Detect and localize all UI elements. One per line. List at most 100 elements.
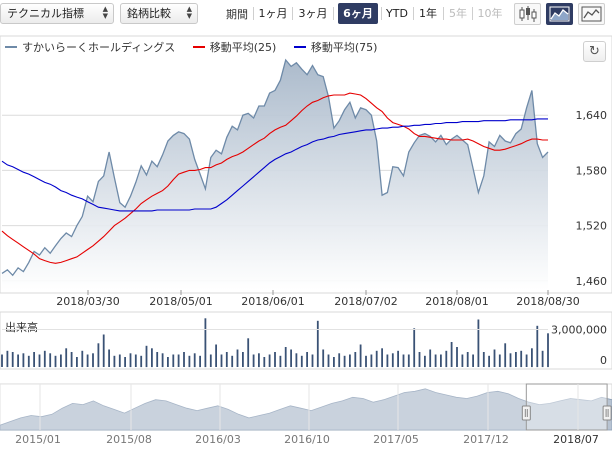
select-arrows-icon: ▲ ▼ xyxy=(186,5,192,20)
ma25-series-line xyxy=(1,92,548,264)
volume-bar xyxy=(17,354,19,367)
volume-bar xyxy=(156,352,159,367)
volume-bar xyxy=(247,338,250,367)
volume-bar xyxy=(413,328,416,368)
volume-bar xyxy=(370,354,373,367)
navigator-tick-label: 2015/01 xyxy=(15,433,61,446)
volume-bar xyxy=(525,354,528,367)
volume-bar xyxy=(316,320,319,368)
navigator-right-handle[interactable] xyxy=(602,405,612,421)
compare-select[interactable]: 銘柄比較 ▲ ▼ xyxy=(120,3,198,24)
volume-label: 出来高 xyxy=(5,321,38,334)
line-chart-icon xyxy=(581,6,602,22)
area-chart-icon xyxy=(549,6,570,22)
compare-select-label: 銘柄比較 xyxy=(127,7,171,20)
volume-bar xyxy=(456,347,458,367)
volume-bar xyxy=(172,354,175,367)
volume-bar xyxy=(461,354,464,367)
volume-bar xyxy=(445,350,448,368)
volume-bar xyxy=(365,355,367,368)
period-divider xyxy=(292,7,293,20)
legend-item-stock[interactable]: すかいらーくホールディングス xyxy=(5,39,175,55)
period-10year-button[interactable]: 10年 xyxy=(477,7,503,20)
volume-bar xyxy=(418,352,421,367)
period-label: 期間 xyxy=(226,8,248,21)
legend-label: すかいらーくホールディングス xyxy=(22,41,176,54)
select-arrows-icon: ▲ ▼ xyxy=(102,5,108,20)
area-chart-button[interactable] xyxy=(546,3,573,25)
volume-bar xyxy=(215,344,217,367)
x-tick-label: 2018/06/01 xyxy=(241,295,304,308)
volume-bar xyxy=(76,357,78,367)
volume-bar xyxy=(22,353,25,368)
price-gridlines xyxy=(0,35,612,294)
volume-bar xyxy=(204,318,207,368)
volume-bar xyxy=(477,319,480,367)
period-1year-button[interactable]: 1年 xyxy=(419,7,437,20)
volume-bar xyxy=(145,345,148,368)
volume-bar xyxy=(300,355,303,368)
legend-item-ma25[interactable]: 移動平均(25) xyxy=(192,39,276,55)
navigator-tick-label: 2017/12 xyxy=(463,433,509,446)
volume-bar xyxy=(49,353,52,368)
period-ytd-button[interactable]: YTD xyxy=(386,7,408,20)
period-6month-button[interactable]: 6ヶ月 xyxy=(338,3,378,24)
legend-swatch xyxy=(192,46,205,48)
volume-bar xyxy=(509,353,512,368)
line-chart-button[interactable] xyxy=(578,3,605,25)
period-divider xyxy=(472,7,473,20)
navigator-frame xyxy=(0,383,612,431)
volume-tick-label: 3,000,000 xyxy=(551,324,607,337)
volume-bar xyxy=(86,354,89,367)
volume-bar xyxy=(140,355,143,368)
volume-bar xyxy=(391,353,394,368)
y-tick-label: 1,520 xyxy=(576,220,608,233)
volume-bar xyxy=(161,353,164,368)
volume-bar xyxy=(327,354,330,367)
volume-bar xyxy=(407,354,410,367)
toolbar: テクニカル指標 ▲ ▼ 銘柄比較 ▲ ▼ 期間 1ヶ月 3ヶ月 6ヶ月 YTD 1年… xyxy=(0,0,612,28)
volume-bar xyxy=(252,354,255,367)
volume-bar xyxy=(424,355,426,368)
volume-bar xyxy=(498,354,501,367)
volume-bar xyxy=(482,352,485,367)
volume-bar xyxy=(11,352,14,367)
volume-bar xyxy=(220,354,223,367)
navigator-left-handle[interactable] xyxy=(521,405,531,421)
volume-bar xyxy=(402,354,405,367)
volume-bar xyxy=(375,350,378,368)
volume-bar xyxy=(81,350,84,368)
candlestick-chart-button[interactable] xyxy=(514,3,541,25)
volume-bar xyxy=(209,354,212,367)
navigator[interactable]: 2015/01 2015/08 2016/03 2016/10 2017/05 2017/… xyxy=(0,383,612,446)
volume-bar xyxy=(541,350,544,368)
price-area xyxy=(1,58,549,290)
x-tick-label: 2018/07/02 xyxy=(334,295,397,308)
volume-bars xyxy=(1,318,549,368)
navigator-tick-label: 2016/03 xyxy=(195,433,241,446)
technical-indicator-select[interactable]: テクニカル指標 ▲ ▼ xyxy=(0,3,114,24)
volume-bar xyxy=(263,357,266,367)
volume-bar xyxy=(113,355,116,368)
volume-bar xyxy=(54,355,57,368)
volume-bar xyxy=(167,357,169,367)
volume-bar xyxy=(311,354,314,367)
volume-bar xyxy=(520,350,523,368)
refresh-button[interactable]: ↻ xyxy=(583,41,606,62)
volume-bar xyxy=(236,349,239,367)
period-5year-button[interactable]: 5年 xyxy=(449,7,467,20)
period-1month-button[interactable]: 1ヶ月 xyxy=(258,7,288,20)
legend-item-ma75[interactable]: 移動平均(75) xyxy=(293,39,377,55)
volume-bar xyxy=(386,354,389,367)
volume-bar xyxy=(6,350,9,368)
navigator-selection[interactable] xyxy=(525,383,608,431)
volume-bar xyxy=(102,334,105,367)
volume-bar xyxy=(322,349,325,367)
volume-bar xyxy=(1,354,3,367)
volume-bar xyxy=(536,325,539,368)
volume-bar xyxy=(354,352,357,367)
x-tick-label: 2018/08/01 xyxy=(425,295,488,308)
volume-bar xyxy=(92,353,94,368)
period-3month-button[interactable]: 3ヶ月 xyxy=(298,7,328,20)
volume-bar xyxy=(177,354,180,367)
